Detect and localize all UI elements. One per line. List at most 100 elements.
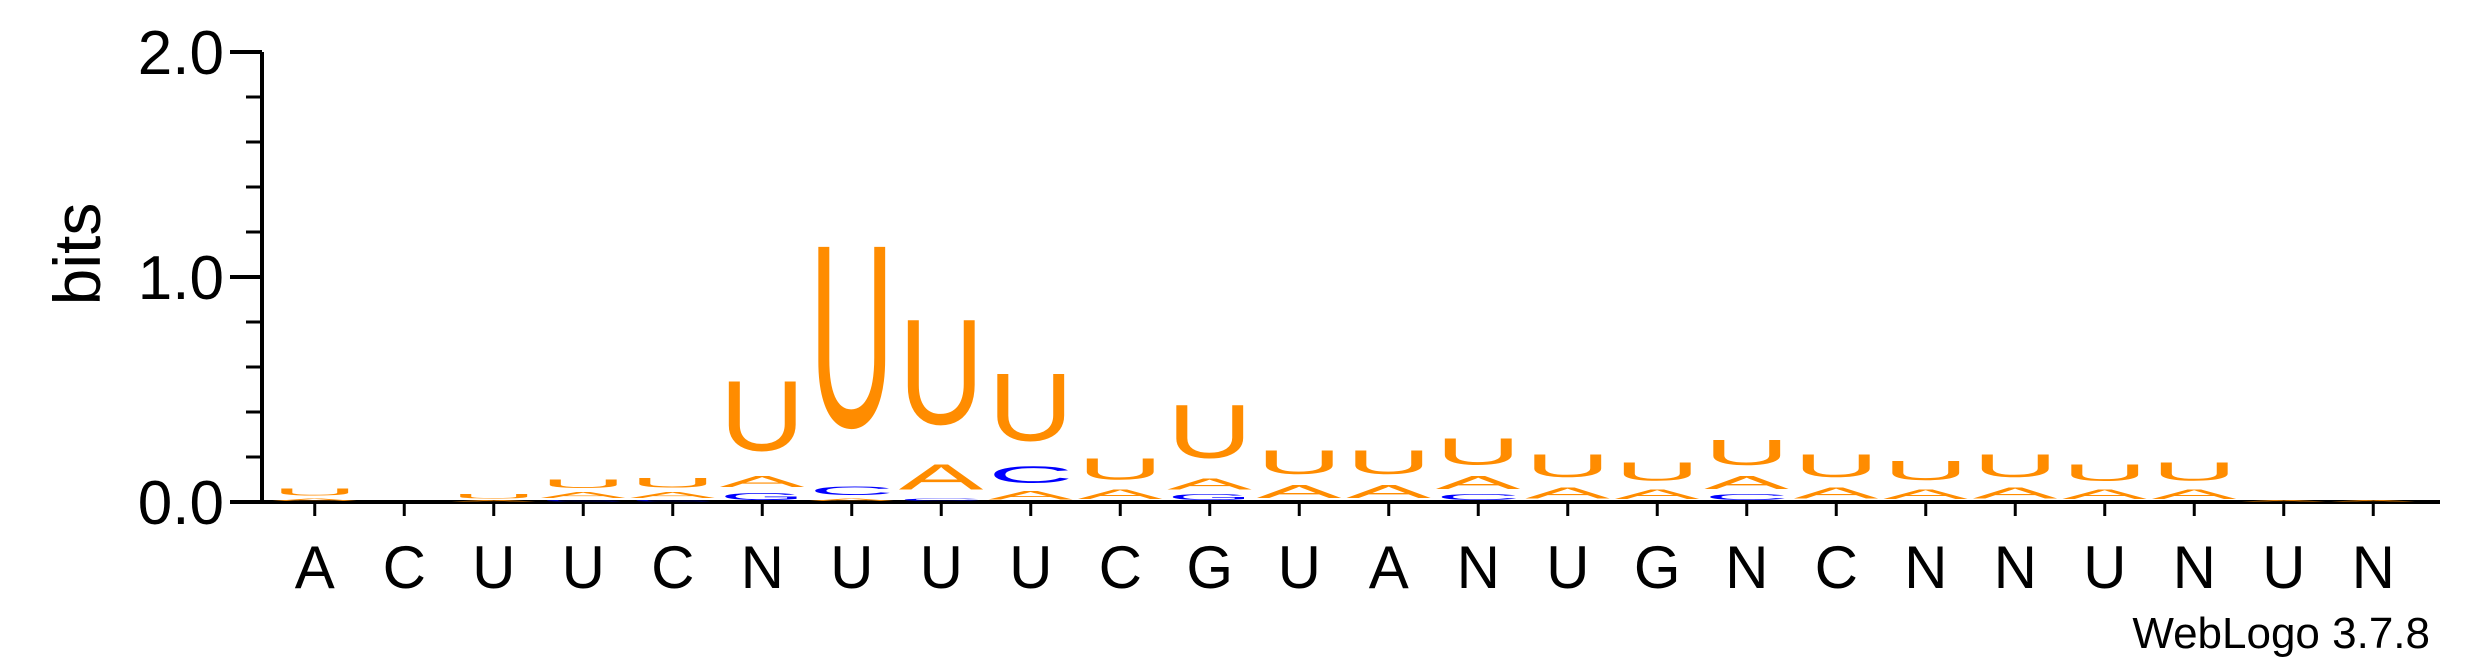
position-stack: GAU <box>720 361 806 502</box>
logo-letter-c: C <box>541 500 626 502</box>
position-stack: AU <box>272 486 357 502</box>
consensus-tick-label: G <box>1186 534 1233 601</box>
logo-letter-c: C <box>1436 493 1521 502</box>
logo-letter-u: U <box>1704 432 1789 472</box>
logo-letter-a: A <box>1704 473 1789 493</box>
position-stack: CAU <box>1704 432 1789 502</box>
position-stack: AU <box>1794 448 1880 502</box>
consensus-tick-label: A <box>295 534 335 601</box>
position-stack: A <box>2331 500 2416 502</box>
position-stack: AU <box>1257 444 1342 502</box>
position-stack: AU <box>1973 448 2059 502</box>
logo-letter-u: U <box>272 486 357 497</box>
logo-letter-a: A <box>2062 486 2148 502</box>
logo-letter-a: A <box>541 491 626 500</box>
position-stack: ACU <box>988 353 1073 502</box>
position-stack: AU <box>451 493 536 502</box>
consensus-tick-label: C <box>1815 534 1858 601</box>
logo-letter-u: U <box>1167 390 1252 475</box>
logo-letter-u: U <box>720 361 805 473</box>
consensus-tick-label: N <box>1457 534 1500 601</box>
logo-letter-a: A <box>451 500 536 502</box>
logo-letter-u: U <box>1615 457 1700 486</box>
consensus-tick-label: C <box>651 534 694 601</box>
y-axis-label: bits <box>40 203 114 306</box>
consensus-tick-label: U <box>920 534 963 601</box>
logo-letter-a: A <box>1257 482 1342 502</box>
logo-letter-a: A <box>1167 475 1253 493</box>
logo-letter-a: A <box>1794 484 1880 502</box>
logo-letter-a: A <box>1973 484 2059 502</box>
position-stack: AU <box>2152 457 2238 502</box>
logo-letter-a: A <box>272 498 357 502</box>
logo-letter-c: C <box>630 500 715 502</box>
logo-letter-u: U <box>541 477 626 491</box>
logo-letter-a: A <box>2152 486 2238 502</box>
logo-letter-a: A <box>1615 486 1701 502</box>
logo-letter-a: A <box>988 489 1073 503</box>
position-stack: AU <box>1525 448 1611 502</box>
letter-stacks: AUAUCAUCAUGAUACUCAUACUAUGAUAUAUCAUAUAUCA… <box>272 191 2415 502</box>
logo-letter-c: C <box>988 462 1073 489</box>
logo-letter-u: U <box>1973 448 2058 484</box>
logo-letter-u: U <box>1525 448 1610 484</box>
position-stack: AU <box>1078 453 1164 502</box>
consensus-tick-label: N <box>741 534 784 601</box>
consensus-tick-label: C <box>383 534 426 601</box>
logo-letter-a: A <box>1346 482 1431 502</box>
position-stack: AU <box>1883 455 1969 502</box>
position-stack: ACU <box>809 191 894 502</box>
logo-letter-a: A <box>1525 484 1611 502</box>
position-stack: A <box>2241 500 2326 502</box>
position-stack: CAU <box>541 477 626 502</box>
logo-letter-u: U <box>1078 453 1163 487</box>
logo-letter-u: U <box>2152 457 2237 486</box>
position-stack: CAU <box>1436 430 1521 502</box>
consensus-tick-label: U <box>830 534 873 601</box>
consensus-tick-label: U <box>1546 534 1589 601</box>
consensus-tick-label: N <box>2173 534 2216 601</box>
logo-letter-u: U <box>1436 430 1521 473</box>
logo-letter-u: U <box>630 475 715 491</box>
y-tick-label: 0.0 <box>138 469 224 538</box>
logo-letter-u: U <box>2062 459 2147 486</box>
y-tick-label: 2.0 <box>138 19 224 88</box>
logo-letter-c: C <box>809 484 894 498</box>
logo-letter-g: G <box>720 491 805 502</box>
logo-letter-a: A <box>899 457 985 497</box>
consensus-tick-label: U <box>1278 534 1321 601</box>
logo-letter-g: G <box>1167 493 1252 502</box>
logo-letter-u: U <box>1346 444 1431 482</box>
consensus-tick-label: G <box>1634 534 1681 601</box>
consensus-tick-label: U <box>2262 534 2305 601</box>
position-stack: CAU <box>899 288 985 502</box>
position-stack: CAU <box>630 475 715 502</box>
y-axis: 0.0 1.0 2.0 <box>138 19 264 538</box>
consensus-tick-label: A <box>1369 534 1409 601</box>
logo-letter-u: U <box>1794 448 1879 484</box>
consensus-tick-label: N <box>1904 534 1947 601</box>
logo-letter-u: U <box>899 288 984 456</box>
consensus-tick-label: U <box>2083 534 2126 601</box>
weblogo-credit: WebLogo 3.7.8 <box>2132 609 2430 658</box>
logo-letter-a: A <box>2241 500 2326 502</box>
logo-letter-u: U <box>809 191 894 482</box>
consensus-tick-label: C <box>1099 534 1142 601</box>
consensus-tick-label: U <box>562 534 605 601</box>
logo-letter-a: A <box>1078 486 1164 502</box>
logo-letter-a: A <box>720 473 806 491</box>
logo-letter-a: A <box>1436 473 1521 493</box>
y-tick-label: 1.0 <box>138 244 224 313</box>
logo-letter-u: U <box>1883 455 1968 486</box>
logo-letter-a: A <box>2331 500 2416 502</box>
logo-letter-a: A <box>630 491 715 500</box>
position-stack: AU <box>1615 457 1701 502</box>
logo-letter-a: A <box>809 498 894 502</box>
consensus-tick-label: U <box>1009 534 1052 601</box>
logo-letter-u: U <box>451 493 536 500</box>
position-stack: AU <box>1346 444 1431 502</box>
consensus-tick-label: N <box>1994 534 2037 601</box>
logo-letter-c: C <box>1704 493 1789 502</box>
